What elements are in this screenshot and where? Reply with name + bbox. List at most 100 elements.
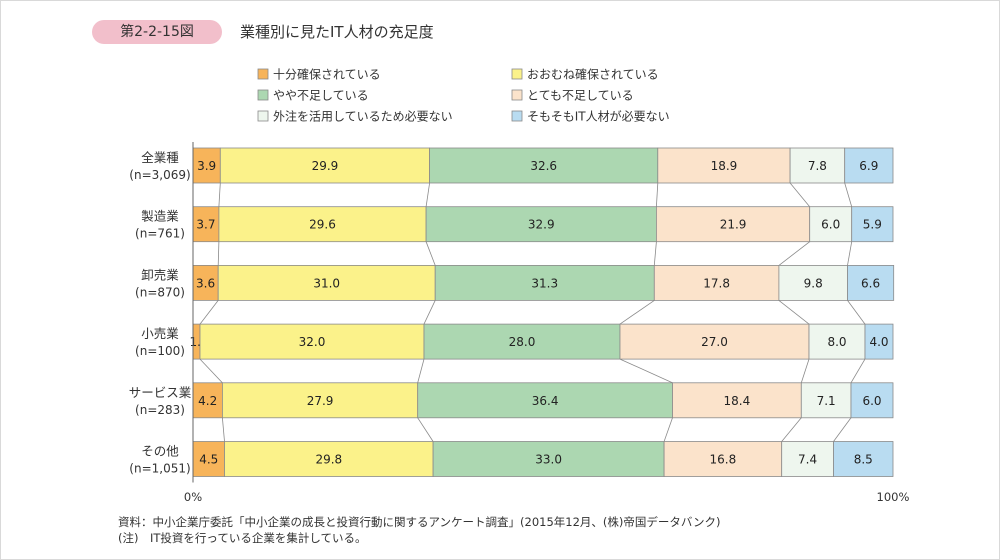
data-label: 27.9 [307,394,334,408]
connector-line [199,358,223,384]
data-label: 8.0 [827,335,846,349]
data-label: 28.0 [509,335,536,349]
data-label: 21.9 [720,218,747,232]
bar-segment [808,323,866,360]
category-label: その他 [141,444,179,459]
connector-line [423,300,436,325]
data-label: 9.8 [804,276,823,290]
data-label: 4.2 [198,394,217,408]
data-label: 18.4 [724,394,751,408]
bar-segment [778,264,848,301]
data-label: 33.0 [535,453,562,467]
category-label: サービス業 [129,385,192,400]
legend-label: 十分確保されている [273,67,381,82]
bar-segment [656,206,811,243]
bar-segment [663,441,783,477]
connector-line [833,417,852,442]
category-label: 全業種 [141,150,179,165]
legend-swatch [257,110,269,122]
data-label: 3.6 [196,276,215,290]
data-label: 32.0 [299,335,326,349]
category-n-label: (n=761) [135,227,185,241]
bar-segment [851,206,894,243]
connector-line [425,241,436,266]
legend-label: おおむね確保されている [527,67,659,82]
x-tick-label: 0% [184,490,202,504]
bar-segment [653,264,780,301]
data-label: 29.9 [312,159,339,173]
connector-line [778,241,810,266]
data-label: 3.7 [196,218,215,232]
connector-line [781,417,802,442]
connector-line [844,182,853,207]
connector-line [619,300,655,325]
figure-title: 業種別に見たIT人材の充足度 [240,23,434,41]
legend-label: 外注を活用しているため必要ない [273,109,453,124]
connector-line [656,182,659,207]
bar-segment [844,147,894,184]
bar-segment [192,382,223,419]
data-label: 7.1 [817,394,836,408]
category-label: 小売業 [141,326,179,341]
footnote: (注) IT投資を行っている企業を集計している。 [118,531,367,545]
bar-segment [850,382,894,419]
legend-label: そもそもIT人材が必要ない [527,109,670,124]
data-label: 4.5 [199,453,218,467]
legend-swatch [511,68,523,80]
data-label: 18.9 [711,159,738,173]
bar-segment [423,323,621,360]
connector-line [417,417,434,442]
data-label: 6.0 [821,218,840,232]
connector-line [850,358,866,384]
bar-segment [192,206,220,243]
bar-segment [219,147,431,184]
connector-line [847,241,853,266]
bar-segment [619,323,810,360]
bar-segment [781,441,834,477]
bar-segment [221,382,419,419]
data-label: 4.0 [869,335,888,349]
bar-segment [809,206,853,243]
data-label: 8.5 [854,453,873,467]
bar-segment [434,264,655,301]
connector-line [663,417,673,442]
data-label: 31.3 [531,276,558,290]
bar-segment [864,323,894,360]
connector-line [199,300,219,325]
category-n-label: (n=1,051) [129,462,190,476]
data-label: 17.8 [703,276,730,290]
data-label: 29.8 [315,453,342,467]
legend-swatch [257,68,269,80]
bar-segment [192,441,225,477]
connector-line [653,241,657,266]
data-label: 32.9 [528,218,555,232]
category-n-label: (n=870) [135,285,185,299]
connector-line [425,182,430,207]
data-label: 6.0 [862,394,881,408]
data-label: 7.8 [808,159,827,173]
connector-line [222,417,225,442]
bar-segment [417,382,673,419]
legend-label: やや不足している [273,89,369,103]
connector-line [800,358,810,383]
connector-line [789,182,811,207]
category-n-label: (n=3,069) [129,168,190,182]
data-label: 6.6 [861,276,880,290]
connector-line [417,358,425,383]
figure-label: 第2-2-15図 [92,20,222,44]
bar-segment [789,147,846,184]
bar-segment [833,441,894,477]
connector-line [619,358,673,384]
bar-segment [432,441,665,477]
bar-segment [429,147,659,184]
category-n-label: (n=283) [135,403,185,417]
connector-line [218,182,221,207]
source-note: 資料：中小企業庁委託「中小企業の成長と投資行動に関するアンケート調査」(2015… [118,515,721,529]
bar-segment [224,441,434,477]
bar-segment [657,147,791,184]
legend-label: とても不足している [527,89,634,103]
connector-line [217,241,220,266]
data-label: 27.0 [701,335,728,349]
legend-swatch [511,89,523,101]
